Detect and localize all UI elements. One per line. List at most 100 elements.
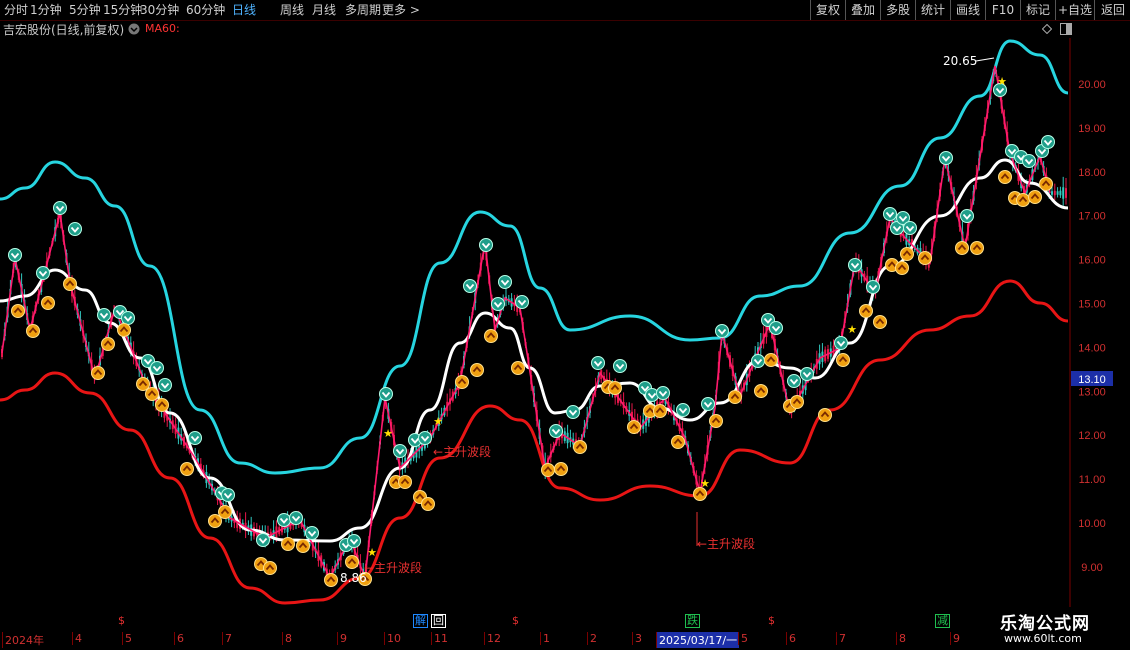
watermark-name: 乐淘公式网 <box>1000 614 1090 634</box>
period-5min[interactable]: 5分钟 <box>69 3 101 17</box>
svg-text:★: ★ <box>700 477 710 490</box>
chevron-down-icon[interactable] <box>128 23 140 35</box>
time-tick-label: 9 <box>950 632 960 645</box>
svg-text:★: ★ <box>997 75 1007 88</box>
chart-header: 吉宏股份(日线,前复权) MA60: <box>0 20 1130 38</box>
svg-text:★: ★ <box>383 427 393 440</box>
multi-stock-button[interactable]: 多股 <box>880 0 915 20</box>
period-more[interactable]: 更多 > <box>382 3 420 17</box>
buy-signal-icon <box>818 408 832 422</box>
low-price-label: 8.86 <box>340 571 367 585</box>
star-icon: ★ <box>997 75 1007 88</box>
buy-signal-icon <box>895 261 909 275</box>
current-price-label: 13.10 <box>1078 374 1106 386</box>
buy-signal-icon <box>180 462 194 476</box>
sell-signal-icon <box>613 359 627 373</box>
buy-signal-icon <box>671 435 685 449</box>
kline-chart[interactable]: 20.00 19.00 18.00 17.00 16.00 15.00 14.00 13.00… <box>0 38 1130 630</box>
time-tick-label: 7 <box>836 632 846 645</box>
buy-signal-icon <box>41 296 55 310</box>
dividend-marker-icon[interactable]: $ <box>512 614 519 627</box>
star-icon: ★ <box>367 546 377 559</box>
draw-line-button[interactable]: 画线 <box>950 0 985 20</box>
svg-text:★: ★ <box>367 546 377 559</box>
time-tick-label: 6 <box>174 632 184 645</box>
time-tick-label: 9 <box>337 632 347 645</box>
buy-signal-icon <box>11 304 25 318</box>
sell-signal-icon <box>36 266 50 280</box>
buy-signal-icon <box>421 497 435 511</box>
diamond-icon[interactable] <box>1042 24 1052 34</box>
period-fenshi[interactable]: 分时 <box>4 3 29 17</box>
buy-signal-icon <box>324 573 338 587</box>
price-axis: 20.00 19.00 18.00 17.00 16.00 15.00 14.00 13.00… <box>1078 79 1106 574</box>
period-15min[interactable]: 15分钟 <box>103 3 143 17</box>
mark-button[interactable]: 标记 <box>1020 0 1055 20</box>
f10-button[interactable]: F10 <box>985 0 1020 20</box>
buy-signal-icon <box>470 363 484 377</box>
svg-text:★: ★ <box>847 323 857 336</box>
star-icon: ★ <box>847 323 857 336</box>
sell-signal-icon <box>896 211 910 225</box>
dividend-marker-icon[interactable]: $ <box>118 614 125 627</box>
star-icon: ★ <box>433 415 443 428</box>
price-tick-label: 9.00 <box>1081 562 1102 574</box>
wave-label-2: ←主升波段 <box>364 560 422 575</box>
sell-signal-icon <box>68 222 82 236</box>
period-1min[interactable]: 1分钟 <box>30 3 62 17</box>
time-tick-label: 1 <box>540 632 550 645</box>
star-icon: ★ <box>383 427 393 440</box>
buy-signal-icon <box>693 487 707 501</box>
period-toolbar: 分时 1分钟 5分钟 15分钟 30分钟 60分钟 日线 周线 月线 多周期 更… <box>0 0 1130 21</box>
sell-signal-icon <box>903 221 917 235</box>
star-icon: ★ <box>700 477 710 490</box>
sell-signal-icon <box>939 151 953 165</box>
signal-markers: ★ ★ ★ ★ ★ ★ <box>8 75 1055 587</box>
price-tick-label: 10.00 <box>1078 518 1106 530</box>
buy-signal-icon <box>26 324 40 338</box>
candle-body <box>1053 190 1056 196</box>
period-weekly[interactable]: 周线 <box>280 3 305 17</box>
period-60min[interactable]: 60分钟 <box>186 3 226 17</box>
sell-signal-icon <box>591 356 605 370</box>
period-monthly[interactable]: 月线 <box>312 3 337 17</box>
buy-signal-icon <box>155 398 169 412</box>
dividend-marker-icon[interactable]: $ <box>768 614 775 627</box>
fuquan-button[interactable]: 复权 <box>810 0 845 20</box>
buy-signal-icon <box>859 304 873 318</box>
buy-signal-icon <box>918 251 932 265</box>
time-tick-label: 5 <box>122 632 132 645</box>
buy-signal-icon <box>998 170 1012 184</box>
sell-signal-icon <box>463 279 477 293</box>
price-tick-label: 13.00 <box>1078 386 1106 398</box>
sell-signal-icon <box>787 374 801 388</box>
event-marker-2[interactable]: 跌 <box>685 614 700 628</box>
buy-signal-icon <box>573 440 587 454</box>
sell-signal-icon <box>158 378 172 392</box>
add-watchlist-button[interactable]: +自选 <box>1055 0 1094 20</box>
panel-toggle-icon[interactable] <box>1060 23 1072 35</box>
buy-signal-icon <box>955 241 969 255</box>
buy-signal-icon <box>145 387 159 401</box>
price-tick-label: 16.00 <box>1078 255 1106 267</box>
buy-signal-icon <box>627 420 641 434</box>
back-button[interactable]: 返回 <box>1094 0 1130 20</box>
buy-signal-icon <box>1028 190 1042 204</box>
period-daily[interactable]: 日线 <box>232 3 257 17</box>
period-30min[interactable]: 30分钟 <box>140 3 180 17</box>
buy-signal-icon <box>554 462 568 476</box>
buy-signal-icon <box>218 505 232 519</box>
event-marker-0[interactable]: 解 <box>413 614 428 628</box>
candle-body <box>1065 188 1067 198</box>
overlay-button[interactable]: 叠加 <box>845 0 880 20</box>
event-marker-1[interactable]: 回 <box>431 614 446 628</box>
buy-signal-icon <box>1016 193 1030 207</box>
period-multi[interactable]: 多周期 <box>345 3 382 17</box>
candle-body <box>1051 191 1053 195</box>
time-tick-label: 6 <box>786 632 796 645</box>
event-marker-3[interactable]: 减 <box>935 614 950 628</box>
sell-signal-icon <box>566 405 580 419</box>
stats-button[interactable]: 统计 <box>915 0 950 20</box>
sell-signal-icon <box>701 397 715 411</box>
buy-signal-icon <box>263 561 277 575</box>
